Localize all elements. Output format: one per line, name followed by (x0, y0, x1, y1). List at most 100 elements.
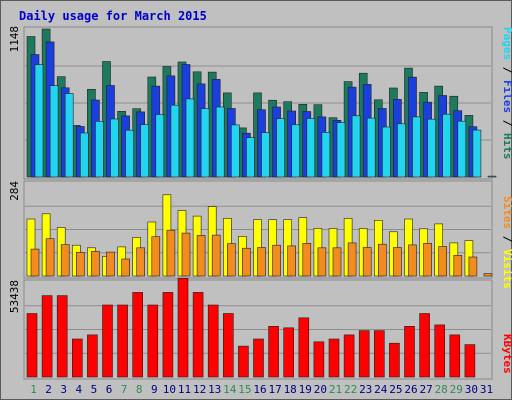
bar-hits-pages-20 (321, 132, 331, 178)
bar-kbytes-kbytes-24 (373, 330, 385, 378)
bar-hits-pages-3 (64, 93, 74, 178)
x-tick-label-27: 27 (419, 383, 432, 396)
x-tick-label-25: 25 (389, 383, 402, 396)
x-tick-label-13: 13 (208, 383, 221, 396)
bar-visits-sites-11 (181, 232, 191, 277)
bar-hits-pages-26 (412, 116, 421, 178)
bar-hits-pages-14 (231, 124, 240, 178)
x-tick-label-18: 18 (284, 383, 297, 396)
bar-hits-pages-23 (366, 117, 376, 178)
x-tick-label-21: 21 (329, 383, 342, 396)
x-tick-label-4: 4 (75, 383, 82, 396)
bar-hits-pages-21 (336, 122, 346, 178)
x-tick-label-23: 23 (359, 383, 372, 396)
bar-kbytes-kbytes-8 (132, 292, 143, 378)
bar-kbytes-kbytes-18 (283, 327, 295, 378)
bar-visits-sites-29 (453, 255, 463, 277)
x-tick-label-17: 17 (268, 383, 281, 396)
bar-visits-sites-6 (106, 251, 115, 277)
bar-hits-pages-22 (351, 115, 361, 178)
bar-kbytes-kbytes-3 (56, 295, 68, 378)
bars (26, 28, 497, 378)
bar-hits-pages-15 (246, 137, 255, 178)
x-tick-label-9: 9 (151, 383, 158, 396)
bar-visits-sites-5 (91, 251, 100, 277)
chart-title: Daily usage for March 2015 (19, 9, 207, 23)
x-tick-label-30: 30 (465, 383, 478, 396)
legend-visits: Visits (501, 249, 512, 289)
bar-visits-sites-31 (483, 273, 493, 277)
bar-visits-sites-14 (227, 243, 236, 277)
bar-kbytes-kbytes-17 (268, 325, 279, 378)
bar-hits-pages-12 (200, 108, 210, 178)
visits-ymax-label: 284 (8, 181, 21, 201)
bar-visits-sites-10 (166, 229, 176, 277)
x-tick-label-19: 19 (299, 383, 312, 396)
bar-kbytes-kbytes-2 (41, 295, 53, 378)
bar-hits-pages-7 (125, 129, 134, 178)
x-tick-label-31: 31 (480, 383, 493, 396)
hits-legend: Pages / Files / Hits (501, 27, 512, 160)
legend-files: Files (501, 80, 512, 113)
x-tick-label-15: 15 (238, 383, 251, 396)
bar-visits-sites-26 (408, 244, 417, 277)
bar-visits-sites-16 (257, 247, 266, 277)
bar-kbytes-kbytes-10 (162, 292, 174, 378)
bar-kbytes-kbytes-25 (389, 342, 400, 378)
bar-visits-sites-1 (30, 248, 40, 277)
bar-kbytes-kbytes-21 (328, 338, 340, 378)
bar-hits-pages-19 (306, 118, 316, 178)
bar-visits-sites-2 (45, 238, 55, 277)
bar-visits-sites-23 (362, 247, 372, 277)
bar-kbytes-kbytes-9 (147, 304, 159, 378)
bar-hits-pages-4 (80, 132, 89, 178)
bar-visits-sites-25 (393, 247, 402, 277)
x-tick-label-20: 20 (314, 383, 327, 396)
bar-hits-pages-9 (155, 114, 165, 178)
bar-hits-pages-29 (457, 120, 467, 178)
legend-sites: Sites (501, 196, 512, 229)
bar-kbytes-kbytes-13 (207, 304, 219, 378)
x-axis-labels: 1 2 3 4 5 6 7 8 9 10 11 12 13 14 15 16 17 18 19 20 21 22 23 24 2… (30, 383, 493, 396)
x-tick-label-7: 7 (121, 383, 128, 396)
x-tick-label-12: 12 (193, 383, 206, 396)
bar-visits-sites-17 (272, 244, 281, 277)
bar-kbytes-kbytes-15 (238, 345, 249, 378)
bar-hits-pages-30 (472, 129, 482, 178)
bar-visits-sites-8 (136, 247, 145, 277)
bar-kbytes-kbytes-30 (464, 344, 476, 378)
bar-hits-pages-2 (49, 85, 59, 178)
x-tick-label-22: 22 (344, 383, 357, 396)
bar-visits-sites-13 (211, 234, 221, 277)
x-tick-label-10: 10 (163, 383, 176, 396)
bar-hits-pages-27 (427, 118, 436, 178)
bar-hits-pages-13 (215, 106, 225, 178)
kbytes-legend: KBytes (501, 334, 512, 374)
bar-kbytes-kbytes-4 (72, 338, 83, 378)
bar-kbytes-kbytes-22 (343, 334, 355, 378)
bar-visits-sites-9 (151, 236, 161, 277)
bar-visits-sites-15 (242, 247, 251, 277)
x-tick-label-26: 26 (404, 383, 417, 396)
bar-kbytes-kbytes-27 (419, 313, 430, 378)
legend-pages: Pages (501, 27, 512, 60)
bar-visits-sites-19 (302, 243, 312, 277)
bar-visits-sites-28 (438, 246, 448, 277)
bar-visits-sites-30 (468, 256, 478, 277)
bar-visits-sites-4 (76, 252, 85, 277)
bar-visits-sites-21 (332, 247, 342, 277)
bar-visits-sites-12 (196, 235, 206, 277)
bar-hits-pages-24 (381, 126, 391, 178)
bar-hits-pages-11 (185, 98, 195, 178)
x-tick-label-14: 14 (223, 383, 237, 396)
bar-visits-sites-18 (287, 245, 297, 277)
bar-kbytes-kbytes-19 (298, 317, 310, 378)
bar-kbytes-kbytes-14 (223, 313, 234, 378)
visits-legend: Sites / Visits (501, 196, 512, 289)
bar-kbytes-kbytes-20 (313, 341, 325, 378)
bar-hits-pages-8 (140, 124, 149, 178)
x-tick-label-11: 11 (178, 383, 191, 396)
bar-kbytes-kbytes-26 (404, 325, 415, 378)
legend-hits: Hits (501, 133, 512, 160)
bar-kbytes-kbytes-5 (87, 334, 98, 378)
